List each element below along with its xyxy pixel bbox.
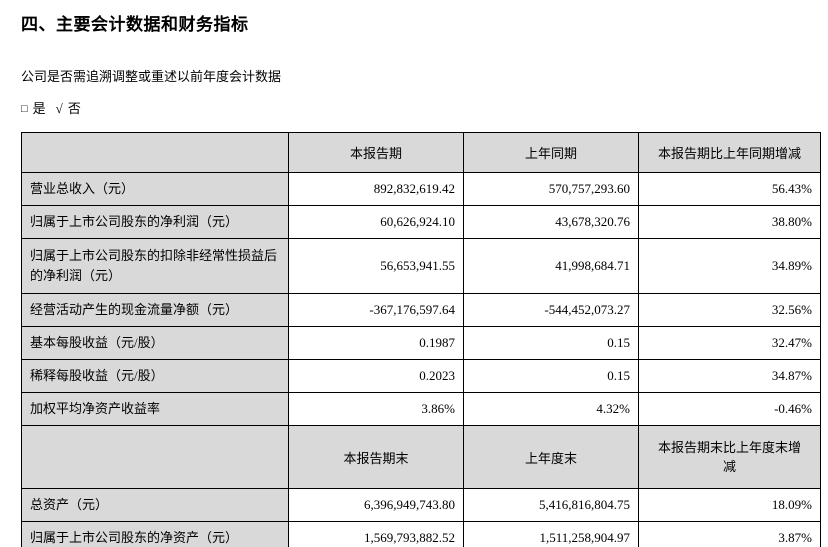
current-period-cell: 6,396,949,743.80 <box>288 488 464 522</box>
current-period-cell: 0.1987 <box>288 326 464 360</box>
table-row-total-revenue: 营业总收入（元） 892,832,619.42 570,757,293.60 5… <box>21 172 821 206</box>
change-cell: 38.80% <box>638 205 821 239</box>
section1-blank-header-cell <box>21 132 289 173</box>
current-period-cell: 892,832,619.42 <box>288 172 464 206</box>
col-header-period-end-change: 本报告期末比上年度末增减 <box>638 425 821 489</box>
prior-period-cell: -544,452,073.27 <box>463 293 639 327</box>
current-period-cell: 0.2023 <box>288 359 464 393</box>
row-label-cell: 总资产（元） <box>21 488 289 522</box>
prior-period-cell: 43,678,320.76 <box>463 205 639 239</box>
table-row-operating-cash-flow: 经营活动产生的现金流量净额（元） -367,176,597.64 -544,45… <box>21 293 821 327</box>
col-header-period-end-change-text: 本报告期末比上年度末增减 <box>657 439 801 475</box>
table-row-total-assets: 总资产（元） 6,396,949,743.80 5,416,816,804.75… <box>21 488 821 522</box>
change-cell: 32.56% <box>638 293 821 327</box>
section-title: 四、主要会计数据和财务指标 <box>21 15 249 34</box>
current-period-cell: 1,569,793,882.52 <box>288 521 464 547</box>
yes-label: 是 <box>32 101 46 116</box>
col-header-prior-year-end: 上年度末 <box>463 425 639 489</box>
col-header-current-period: 本报告期 <box>288 132 464 173</box>
section2-blank-header-cell <box>21 425 289 489</box>
change-cell: 34.89% <box>638 238 821 294</box>
table-row-diluted-eps: 稀释每股收益（元/股） 0.2023 0.15 34.87% <box>21 359 821 393</box>
prior-period-cell: 5,416,816,804.75 <box>463 488 639 522</box>
financial-indicators-table: 本报告期 上年同期 本报告期比上年同期增减 营业总收入（元） 892,832,6… <box>21 132 821 547</box>
row-label-cell: 归属于上市公司股东的净利润（元） <box>21 205 289 239</box>
restatement-answer-line: □ 是 √ 否 <box>21 98 821 117</box>
row-label-cell: 归属于上市公司股东的净资产（元） <box>21 521 289 547</box>
change-cell: 32.47% <box>638 326 821 360</box>
row-label-cell: 营业总收入（元） <box>21 172 289 206</box>
row-label-cell: 加权平均净资产收益率 <box>21 392 289 426</box>
change-cell: 18.09% <box>638 488 821 522</box>
change-cell: 3.87% <box>638 521 821 547</box>
prior-period-cell: 0.15 <box>463 326 639 360</box>
table-row-basic-eps: 基本每股收益（元/股） 0.1987 0.15 32.47% <box>21 326 821 360</box>
change-cell: 56.43% <box>638 172 821 206</box>
row-label-cell: 归属于上市公司股东的扣除非经常性损益后的净利润（元） <box>21 238 289 294</box>
section1-header-row: 本报告期 上年同期 本报告期比上年同期增减 <box>21 132 821 173</box>
prior-period-cell: 41,998,684.71 <box>463 238 639 294</box>
row-label-cell: 经营活动产生的现金流量净额（元） <box>21 293 289 327</box>
current-period-cell: 3.86% <box>288 392 464 426</box>
table-row-weighted-avg-roe: 加权平均净资产收益率 3.86% 4.32% -0.46% <box>21 392 821 426</box>
checkmark-icon: √ <box>55 101 63 116</box>
current-period-cell: 56,653,941.55 <box>288 238 464 294</box>
col-header-period-change: 本报告期比上年同期增减 <box>638 132 821 173</box>
change-cell: -0.46% <box>638 392 821 426</box>
col-header-period-end: 本报告期末 <box>288 425 464 489</box>
col-header-prior-period: 上年同期 <box>463 132 639 173</box>
prior-period-cell: 570,757,293.60 <box>463 172 639 206</box>
section2-header-row: 本报告期末 上年度末 本报告期末比上年度末增减 <box>21 425 821 489</box>
prior-period-cell: 1,511,258,904.97 <box>463 521 639 547</box>
table-row-net-profit: 归属于上市公司股东的净利润（元） 60,626,924.10 43,678,32… <box>21 205 821 239</box>
table-row-net-profit-excl-nonrecurring: 归属于上市公司股东的扣除非经常性损益后的净利润（元） 56,653,941.55… <box>21 238 821 294</box>
current-period-cell: -367,176,597.64 <box>288 293 464 327</box>
row-label-cell: 基本每股收益（元/股） <box>21 326 289 360</box>
checkbox-unchecked-icon: □ <box>21 103 28 115</box>
change-cell: 34.87% <box>638 359 821 393</box>
prior-period-cell: 0.15 <box>463 359 639 393</box>
table-row-net-assets: 归属于上市公司股东的净资产（元） 1,569,793,882.52 1,511,… <box>21 521 821 547</box>
row-label-cell: 稀释每股收益（元/股） <box>21 359 289 393</box>
restatement-question: 公司是否需追溯调整或重述以前年度会计数据 <box>21 69 282 84</box>
no-label: 否 <box>67 101 81 116</box>
prior-period-cell: 4.32% <box>463 392 639 426</box>
current-period-cell: 60,626,924.10 <box>288 205 464 239</box>
